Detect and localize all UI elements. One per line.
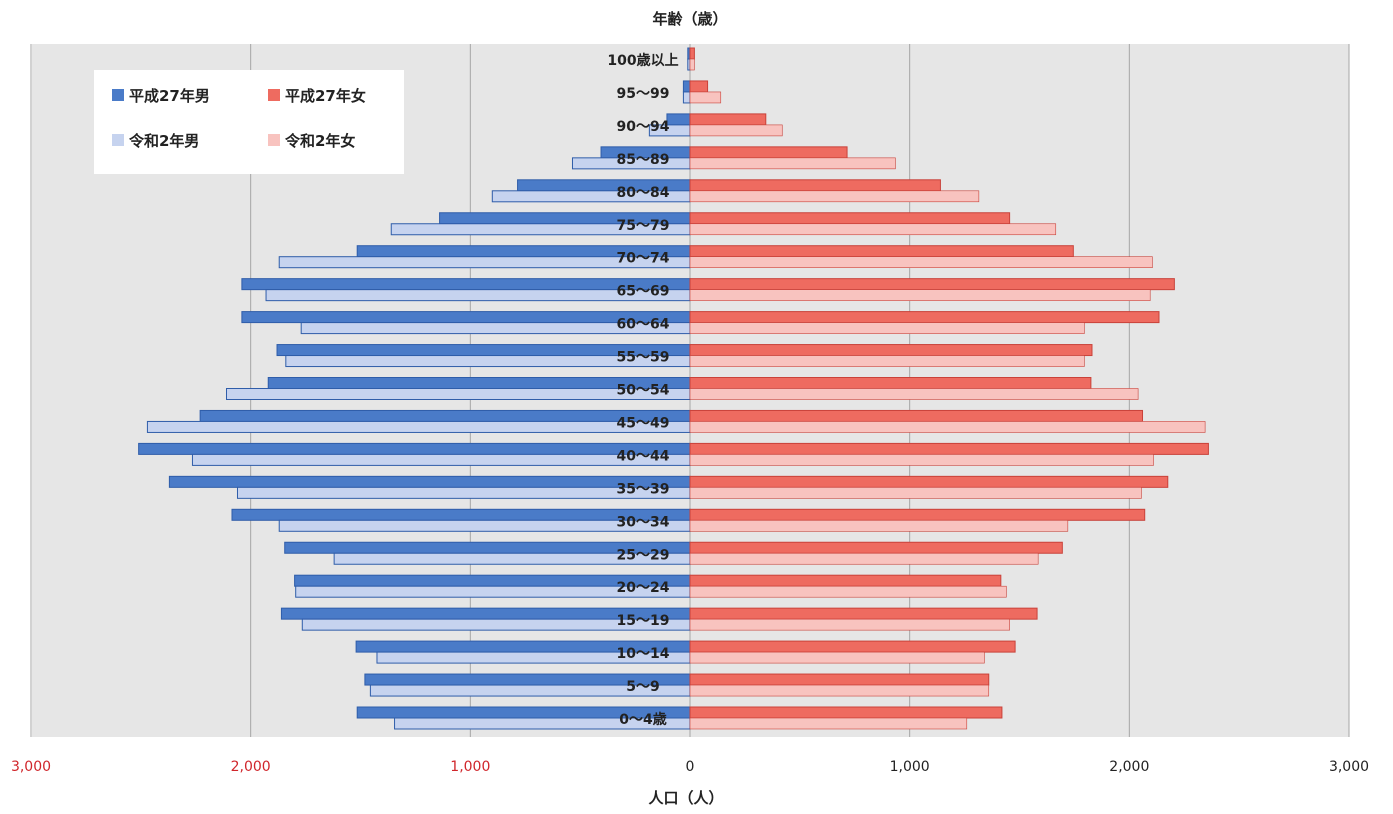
bar-female-2015 xyxy=(689,344,1093,357)
age-group-label: 15～19 xyxy=(617,613,670,629)
legend-label: 平成27年男 xyxy=(129,87,210,105)
bar-female-2015 xyxy=(689,475,1169,488)
x-axis-label: 人口（人） xyxy=(648,789,723,807)
age-group-label: 35～39 xyxy=(617,481,670,497)
bar-female-2015 xyxy=(689,113,767,126)
bar-female-2015 xyxy=(689,640,1016,653)
bar-female-2015 xyxy=(689,146,848,159)
bar-female-2015 xyxy=(689,673,990,686)
x-tick-label: 1,000 xyxy=(450,759,490,775)
bar-female-2020 xyxy=(689,190,980,203)
bar-female-2015 xyxy=(689,442,1209,455)
age-labels: 100歳以上 95～99 90～94 85～89 80～84 75～79 70～74 65～6… xyxy=(607,52,678,728)
age-group-label: 85～89 xyxy=(617,152,670,168)
age-group-label: 25～29 xyxy=(617,547,670,563)
bar-female-2015 xyxy=(689,541,1063,554)
x-tick-label: 0 xyxy=(686,759,695,775)
bar-female-2020 xyxy=(689,618,1010,631)
bar-female-2015 xyxy=(689,212,1011,225)
legend-swatch xyxy=(112,134,124,146)
bar-female-2020 xyxy=(689,487,1142,499)
bar-female-2015 xyxy=(689,311,1160,324)
bar-female-2015 xyxy=(689,278,1175,291)
x-tick-label: 3,000 xyxy=(11,759,51,775)
age-group-label: 40～44 xyxy=(617,448,670,464)
bar-female-2015 xyxy=(689,377,1092,389)
bar-female-2020 xyxy=(689,289,1151,301)
bar-female-2020 xyxy=(689,223,1057,236)
bar-female-2020 xyxy=(689,322,1085,334)
age-group-label: 10～14 xyxy=(617,646,670,662)
age-group-label: 45～49 xyxy=(617,415,670,431)
bar-female-2020 xyxy=(689,124,783,137)
bar-female-2015 xyxy=(689,80,709,93)
bar-female-2020 xyxy=(689,58,695,71)
bar-male-2020 xyxy=(146,420,691,433)
legend-swatch xyxy=(268,89,280,101)
bar-female-2020 xyxy=(689,157,896,170)
bar-female-2020 xyxy=(689,717,968,730)
age-group-label: 0～4歳 xyxy=(619,711,666,728)
bar-female-2020 xyxy=(689,651,985,664)
bar-female-2020 xyxy=(689,552,1039,565)
x-tick-labels: 3,000 2,000 1,000 0 1,000 2,000 3,000 xyxy=(11,759,1369,775)
bar-male-2015 xyxy=(168,475,691,488)
bar-female-2020 xyxy=(689,454,1154,466)
legend-swatch xyxy=(112,89,124,101)
bar-female-2020 xyxy=(689,355,1085,367)
age-group-label: 55～59 xyxy=(617,350,670,366)
age-group-label: 90～94 xyxy=(617,119,670,135)
chart-title: 年齢（歳） xyxy=(652,10,727,28)
bar-female-2015 xyxy=(689,245,1074,258)
bar-male-2015 xyxy=(666,113,691,126)
bar-female-2015 xyxy=(689,574,1002,587)
x-tick-label: 2,000 xyxy=(1109,759,1149,775)
age-group-label: 70～74 xyxy=(617,251,670,267)
bar-male-2015 xyxy=(682,80,691,93)
age-group-label: 80～84 xyxy=(617,185,670,201)
bar-female-2015 xyxy=(689,508,1146,521)
bar-female-2020 xyxy=(689,684,990,697)
bar-male-2015 xyxy=(138,442,691,455)
x-tick-label: 2,000 xyxy=(231,759,271,775)
bar-female-2020 xyxy=(689,421,1206,433)
age-group-label: 75～79 xyxy=(617,218,670,234)
age-group-label: 100歳以上 xyxy=(607,52,678,69)
bar-male-2020 xyxy=(687,58,691,71)
legend-label: 令和2年女 xyxy=(285,132,355,150)
legend-box xyxy=(94,70,404,174)
age-group-label: 95～99 xyxy=(617,86,670,102)
age-group-label: 30～34 xyxy=(617,514,670,530)
bar-female-2015 xyxy=(689,47,695,60)
bar-female-2015 xyxy=(689,179,941,192)
age-group-label: 20～24 xyxy=(617,580,670,596)
bar-female-2020 xyxy=(689,585,1007,598)
bar-female-2020 xyxy=(689,91,722,104)
bar-male-2020 xyxy=(682,91,691,104)
bar-female-2020 xyxy=(689,256,1153,269)
bar-female-2020 xyxy=(689,519,1069,532)
bar-female-2020 xyxy=(689,388,1139,400)
x-tick-label: 3,000 xyxy=(1329,759,1369,775)
age-group-label: 5～9 xyxy=(626,679,659,695)
legend-label: 平成27年女 xyxy=(285,87,366,105)
bar-male-2020 xyxy=(191,453,691,466)
legend-swatch xyxy=(268,134,280,146)
bars xyxy=(138,47,1209,730)
age-group-label: 60～64 xyxy=(617,317,670,333)
bar-female-2015 xyxy=(689,607,1038,620)
bar-female-2015 xyxy=(689,706,1003,719)
legend-label: 令和2年男 xyxy=(129,132,199,150)
age-group-label: 65～69 xyxy=(617,284,670,300)
bar-female-2015 xyxy=(689,409,1144,422)
age-group-label: 50～54 xyxy=(617,383,670,399)
x-tick-label: 1,000 xyxy=(890,759,930,775)
